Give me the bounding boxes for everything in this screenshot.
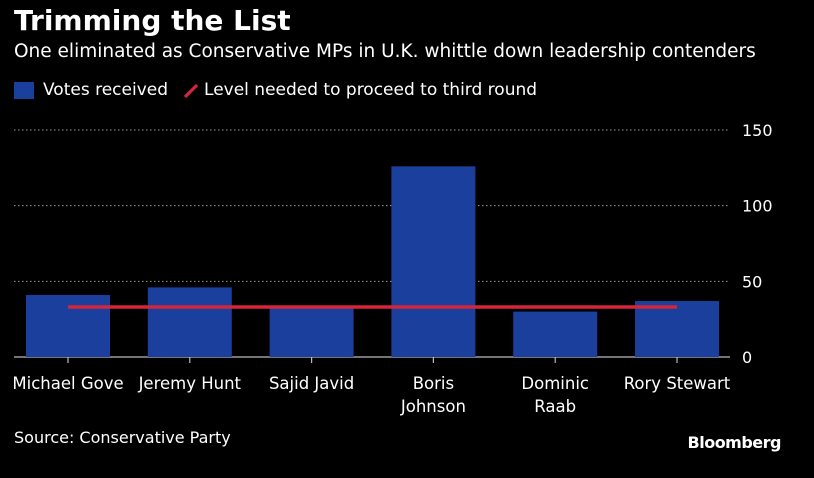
bar bbox=[391, 166, 476, 357]
bars bbox=[26, 166, 719, 357]
legend-bar-swatch bbox=[14, 81, 34, 99]
bar bbox=[513, 311, 598, 357]
legend-line-label: Level needed to proceed to third round bbox=[204, 80, 538, 100]
x-tick-label: Johnson bbox=[400, 397, 466, 416]
bar bbox=[26, 294, 110, 357]
x-tick-label: Michael Gove bbox=[12, 374, 123, 393]
y-tick-label: 150 bbox=[742, 121, 773, 140]
x-tick-label: Rory Stewart bbox=[624, 374, 731, 393]
legend-line-mark bbox=[183, 83, 199, 98]
y-tick-labels: 0 50 100 150 bbox=[742, 121, 773, 367]
x-tick-label: Boris bbox=[413, 374, 454, 393]
x-tick-label: Jeremy Hunt bbox=[138, 374, 242, 393]
chart-title: Trimming the List bbox=[14, 4, 291, 37]
x-tick-labels: Michael Gove Jeremy Hunt Sajid Javid Boris J… bbox=[12, 357, 731, 416]
brand-logo: Bloomberg bbox=[687, 433, 782, 452]
source-note: Source: Conservative Party bbox=[14, 428, 231, 447]
y-tick-label: 50 bbox=[742, 272, 762, 291]
legend-bar-label: Votes received bbox=[43, 80, 169, 100]
grid-lines bbox=[14, 129, 730, 358]
y-tick-label: 100 bbox=[742, 197, 773, 216]
legend-line-swatch bbox=[183, 83, 199, 98]
bar bbox=[269, 307, 354, 357]
x-tick-label: Dominic bbox=[521, 374, 589, 393]
bar bbox=[147, 287, 232, 357]
chart-subtitle: One eliminated as Conservative MPs in U.… bbox=[14, 41, 756, 62]
x-tick-label: Raab bbox=[534, 397, 576, 416]
x-tick-label: Sajid Javid bbox=[269, 374, 354, 393]
legend: Votes received Level needed to proceed t… bbox=[14, 80, 537, 100]
y-tick-label: 0 bbox=[742, 348, 752, 367]
bar bbox=[635, 301, 719, 357]
